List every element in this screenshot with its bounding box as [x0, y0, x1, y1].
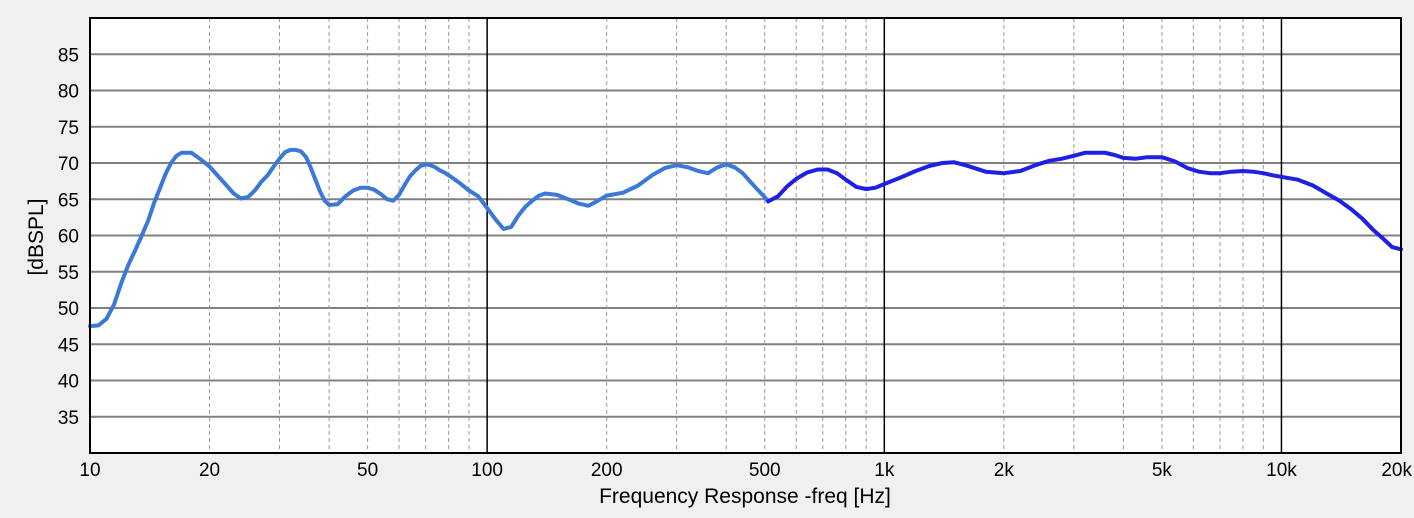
- y-axis-title: [dBSPL]: [25, 198, 48, 275]
- x-tick-label: 200: [591, 460, 623, 481]
- series-layer: [88, 147, 1403, 329]
- y-tick-label: 55: [58, 263, 79, 284]
- y-tick-label: 45: [58, 335, 79, 356]
- x-tick-label: 20k: [1381, 460, 1412, 481]
- x-tick-label: 5k: [1152, 460, 1173, 481]
- y-tick-label: 50: [58, 299, 79, 320]
- y-tick-label: 60: [58, 227, 79, 248]
- x-tick-label: 50: [357, 460, 378, 481]
- y-tick-label: 80: [58, 82, 79, 103]
- x-tick-labels: 10 20 50 100 200 500 1k 2k 5k 10k 20k: [79, 460, 1412, 481]
- y-tick-label: 85: [58, 45, 79, 66]
- x-tick-label: 20: [199, 460, 220, 481]
- plot-frame: [89, 17, 1402, 454]
- y-tick-labels: 35 40 45 50 55 60 65 70 75 80 85: [58, 45, 79, 429]
- y-tick-label: 70: [58, 154, 79, 175]
- y-tick-label: 75: [58, 118, 79, 139]
- series-line-2: [766, 150, 1403, 252]
- y-tick-label: 35: [58, 408, 79, 429]
- y-tick-label: 40: [58, 372, 79, 393]
- x-tick-label: 10k: [1266, 460, 1297, 481]
- y-tick-label: 65: [58, 190, 79, 211]
- series-line-1: [88, 147, 771, 329]
- x-tick-label: 500: [749, 460, 781, 481]
- x-tick-label: 1k: [874, 460, 895, 481]
- x-tick-label: 2k: [994, 460, 1015, 481]
- x-tick-label: 100: [471, 460, 503, 481]
- x-axis-title: Frequency Response -freq [Hz]: [599, 485, 891, 508]
- x-tick-label: 10: [79, 460, 100, 481]
